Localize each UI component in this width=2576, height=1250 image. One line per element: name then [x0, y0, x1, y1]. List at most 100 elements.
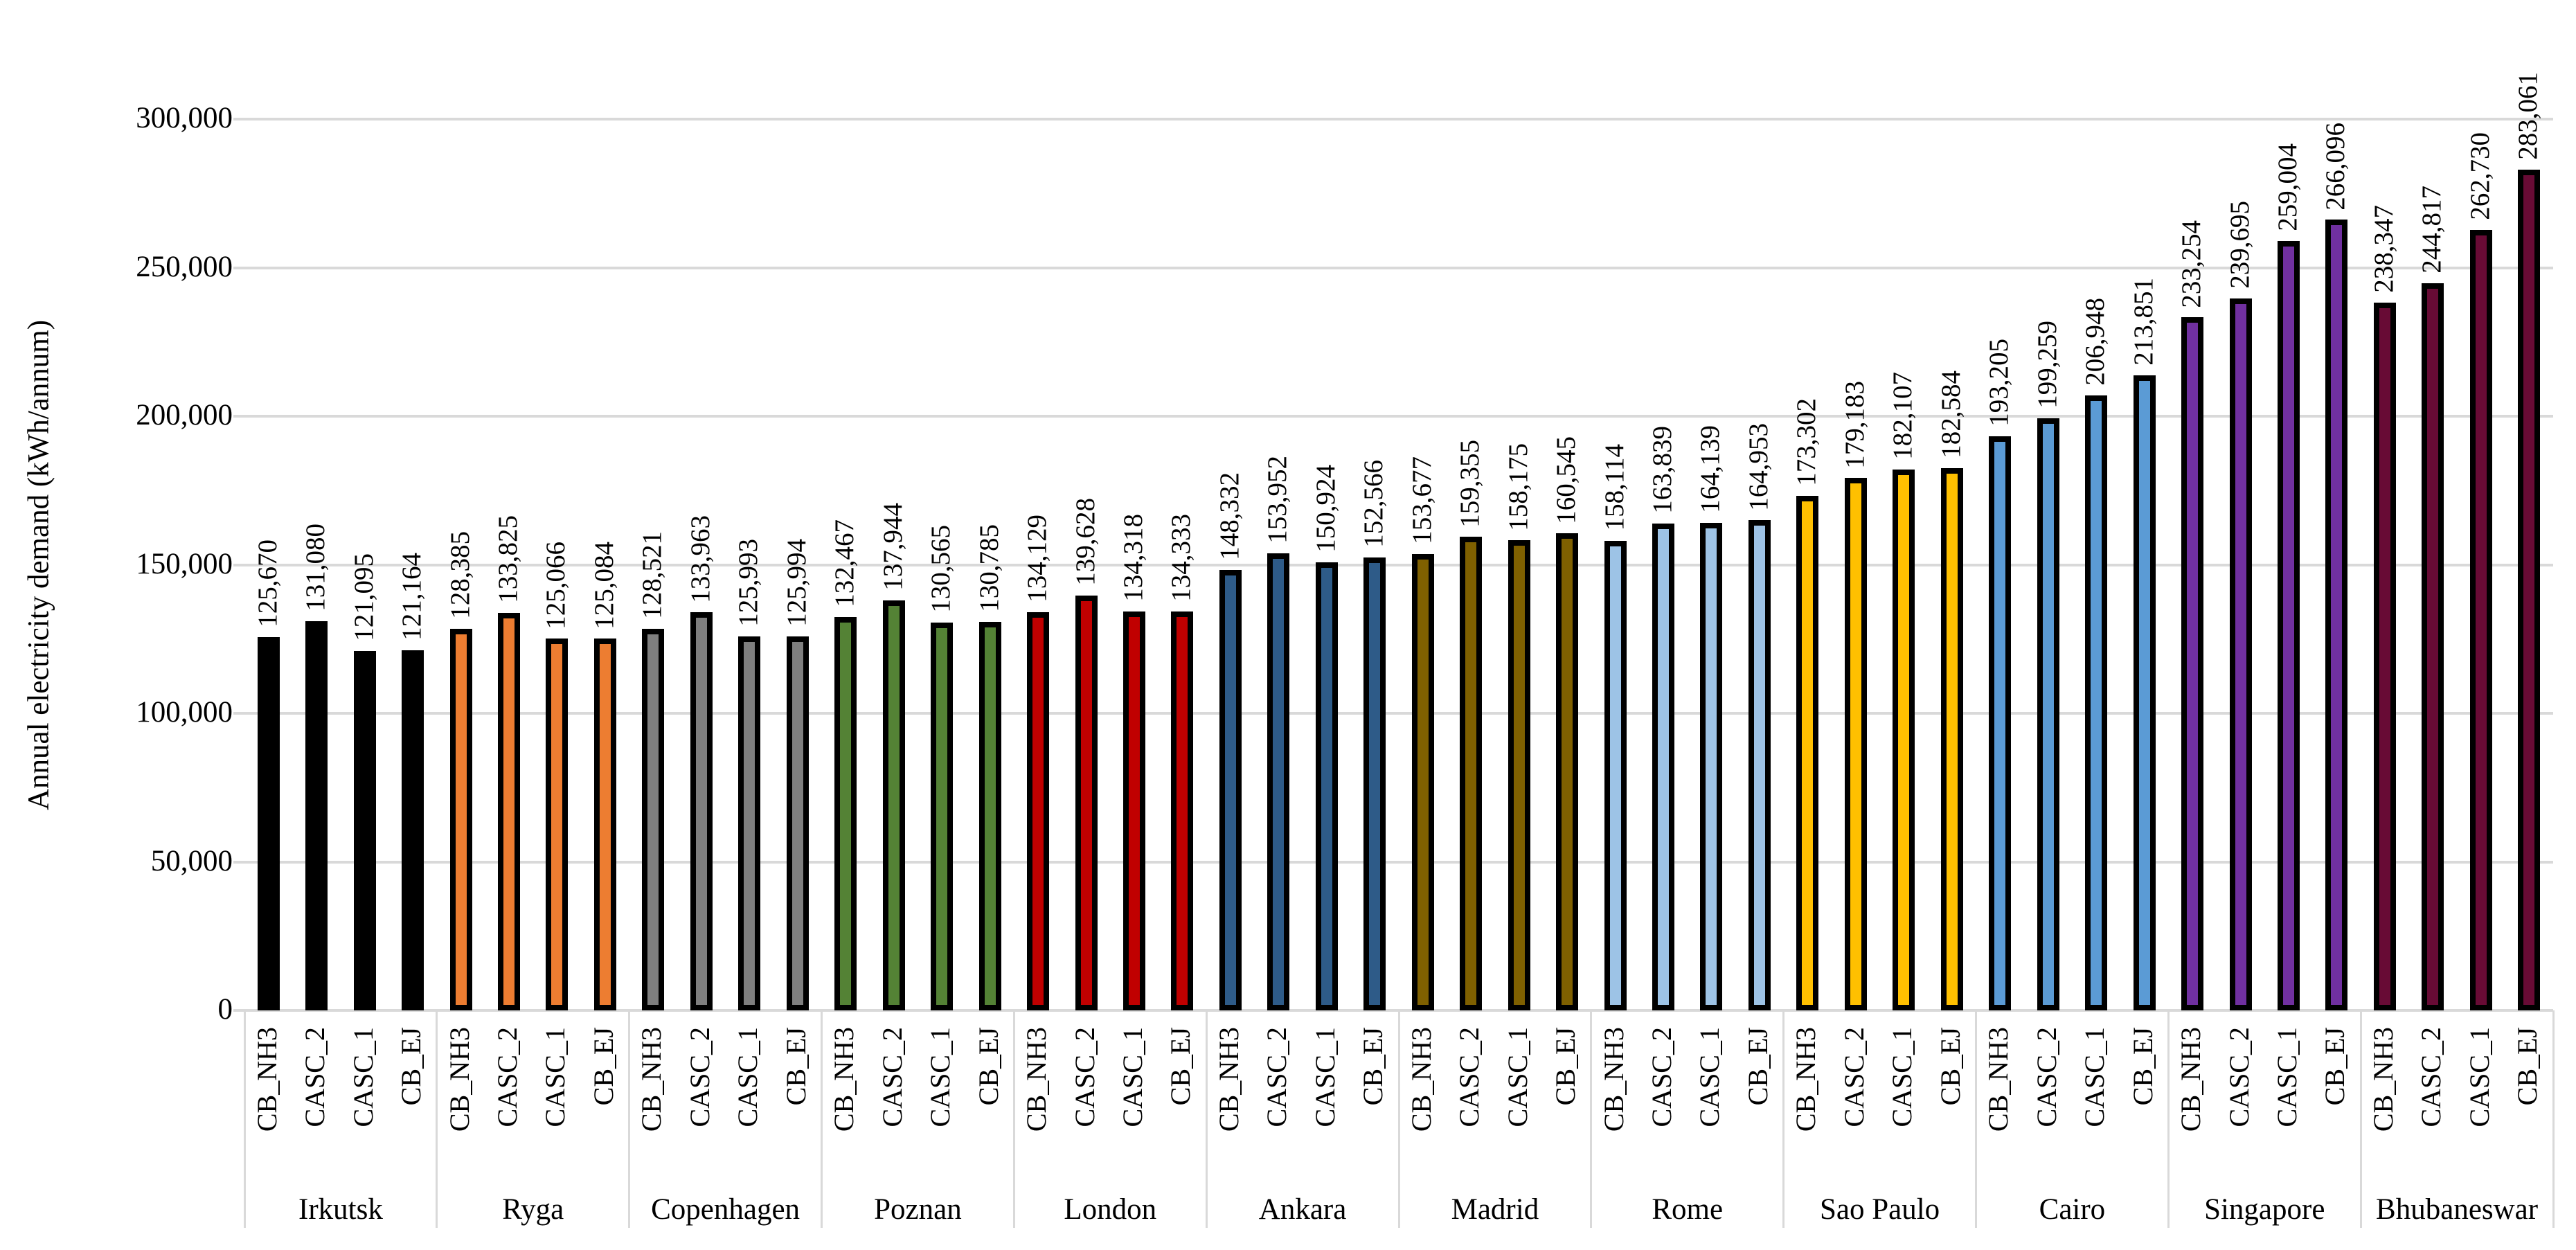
bar-category-label: CASC_1 — [1309, 1027, 1341, 1127]
bar-value-label: 133,825 — [493, 515, 524, 603]
bar — [1027, 611, 1050, 1010]
bar — [2469, 229, 2492, 1010]
bar-category-label: CB_EJ — [972, 1027, 1004, 1106]
bar-value-label: 206,948 — [2080, 298, 2111, 386]
bar — [1460, 537, 1483, 1010]
bar-value-label: 266,096 — [2320, 122, 2351, 211]
category-divider — [628, 1010, 631, 1228]
y-tick-mark — [233, 1009, 244, 1012]
bar-category-label: CASC_2 — [683, 1027, 715, 1127]
bar-category-label: CB_NH3 — [828, 1027, 860, 1132]
bar-category-label: CB_NH3 — [1405, 1027, 1437, 1132]
bar-category-label: CASC_1 — [732, 1027, 764, 1127]
bar-value-label: 233,254 — [2176, 220, 2207, 308]
bar — [2422, 283, 2444, 1010]
bar — [449, 629, 472, 1010]
bar-value-label: 213,851 — [2128, 277, 2158, 366]
bar — [978, 621, 1001, 1010]
city-label: Singapore — [2204, 1193, 2325, 1226]
bar-value-label: 152,566 — [1359, 459, 1389, 548]
bar-category-label: CB_NH3 — [443, 1027, 475, 1132]
bar-category-label: CB_NH3 — [1021, 1027, 1053, 1132]
bar — [1844, 478, 1867, 1010]
category-divider — [1590, 1010, 1593, 1228]
y-tick-label: 100,000 — [136, 696, 233, 729]
bar-category-label: CB_NH3 — [2175, 1027, 2207, 1132]
category-divider — [1397, 1010, 1400, 1228]
category-divider — [1975, 1010, 1977, 1228]
y-tick-label: 200,000 — [136, 399, 233, 431]
bar-category-label: CASC_2 — [1261, 1027, 1293, 1127]
city-label: Rome — [1652, 1193, 1724, 1226]
category-divider — [821, 1010, 823, 1228]
bar — [1700, 522, 1723, 1010]
bar-value-label: 179,183 — [1839, 380, 1870, 469]
bar-value-label: 182,584 — [1935, 370, 1966, 458]
bar — [1219, 569, 1242, 1010]
bar-value-label: 134,333 — [1166, 513, 1197, 602]
bar-value-label: 125,084 — [589, 541, 619, 630]
bar — [2325, 220, 2348, 1010]
bar-value-label: 130,785 — [974, 524, 1004, 612]
bar — [1508, 540, 1530, 1010]
bar — [738, 636, 761, 1010]
bar — [1171, 611, 1194, 1010]
bar-category-label: CASC_2 — [2030, 1027, 2062, 1127]
bar-category-label: CB_EJ — [2319, 1027, 2351, 1106]
bar-value-label: 137,944 — [877, 503, 908, 591]
city-label: Poznan — [874, 1193, 962, 1226]
gridline — [244, 118, 2553, 120]
bar-value-label: 164,139 — [1695, 425, 1726, 513]
bar-value-label: 153,952 — [1262, 455, 1293, 544]
bar — [2181, 317, 2204, 1010]
category-divider — [2552, 1010, 2555, 1228]
bar-value-label: 125,066 — [541, 541, 571, 630]
bar — [1267, 553, 1290, 1010]
bar-category-label: CASC_1 — [2271, 1027, 2302, 1127]
bar-category-label: CASC_1 — [1501, 1027, 1533, 1127]
bar-category-label: CB_EJ — [2127, 1027, 2158, 1106]
y-tick-mark — [233, 860, 244, 864]
bar-value-label: 163,839 — [1647, 426, 1678, 515]
bar — [642, 628, 665, 1010]
city-label: Ankara — [1258, 1193, 1347, 1226]
y-tick-label: 250,000 — [136, 250, 233, 283]
bar-value-label: 153,677 — [1406, 456, 1437, 544]
bar-value-label: 128,521 — [637, 530, 668, 619]
plot-area: 125,670 131,080 121,095 121,164 128,385 133,8… — [244, 72, 2553, 1010]
category-divider — [243, 1010, 246, 1228]
bar-value-label: 132,467 — [830, 519, 860, 607]
bar-value-label: 283,061 — [2513, 71, 2543, 160]
bar-value-label: 150,924 — [1310, 464, 1341, 553]
category-divider — [2167, 1010, 2170, 1228]
bar — [353, 650, 376, 1010]
city-label: Madrid — [1451, 1193, 1539, 1226]
bar — [1940, 467, 1963, 1010]
city-label: London — [1064, 1193, 1157, 1226]
bar-value-label: 193,205 — [1984, 339, 2014, 427]
bar-category-label: CB_EJ — [1357, 1027, 1389, 1106]
bar-category-label: CB_EJ — [1550, 1027, 1582, 1106]
city-label: Copenhagen — [651, 1193, 800, 1226]
bar — [2277, 240, 2300, 1010]
bar-category-label: CB_NH3 — [1213, 1027, 1244, 1132]
bar-category-label: CASC_2 — [1454, 1027, 1485, 1127]
bar-category-label: CB_NH3 — [1790, 1027, 1822, 1132]
bar-category-label: CASC_1 — [1886, 1027, 1918, 1127]
bar-value-label: 134,129 — [1022, 514, 1053, 602]
city-label: Bhubaneswar — [2376, 1193, 2539, 1226]
city-label: Ryga — [502, 1193, 564, 1226]
bar — [834, 616, 857, 1010]
y-tick-mark — [233, 712, 244, 715]
bar-category-label: CB_EJ — [1742, 1027, 1773, 1106]
gridline — [244, 712, 2553, 715]
bar-category-label: CB_EJ — [780, 1027, 812, 1106]
bar-value-label: 244,817 — [2417, 186, 2447, 274]
y-tick-label: 150,000 — [136, 547, 233, 580]
bar-value-label: 239,695 — [2224, 200, 2255, 289]
bar — [1748, 520, 1771, 1010]
bar-category-label: CASC_1 — [924, 1027, 956, 1127]
bar — [305, 620, 328, 1010]
bar-category-label: CB_NH3 — [636, 1027, 668, 1132]
bar-value-label: 158,114 — [1599, 444, 1629, 531]
